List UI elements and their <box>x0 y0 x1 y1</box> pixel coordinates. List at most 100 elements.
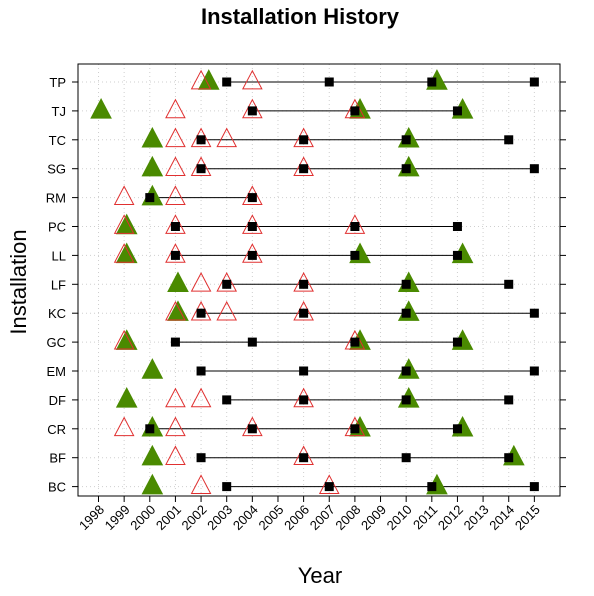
open-triangle-marker <box>318 474 340 494</box>
x-tick-label: 2006 <box>281 502 312 533</box>
open-triangle-marker <box>242 69 263 90</box>
open-triangle-marker <box>165 416 186 437</box>
square-marker <box>427 77 437 87</box>
open-triangle-marker <box>242 416 263 437</box>
square-marker <box>401 135 411 145</box>
square-marker <box>299 279 309 289</box>
square-marker <box>299 366 309 376</box>
open-triangle-marker <box>165 300 186 321</box>
square-marker <box>222 395 232 405</box>
open-triangle-marker <box>190 387 212 408</box>
open-triangle-marker <box>113 329 135 350</box>
x-tick-label: 2010 <box>384 502 415 533</box>
x-tick-label: 2000 <box>127 502 158 533</box>
square-marker <box>170 250 180 260</box>
open-triangle-marker <box>293 156 314 177</box>
y-tick-label: DF <box>49 393 66 408</box>
open-triangle-marker <box>293 300 314 321</box>
open-triangle-marker <box>165 445 186 466</box>
square-marker <box>401 308 411 318</box>
y-tick-label: BC <box>48 480 66 495</box>
x-tick-label: 2005 <box>255 502 286 533</box>
square-marker <box>529 482 539 492</box>
open-triangle-marker <box>293 272 314 292</box>
square-marker <box>299 453 309 463</box>
filled-triangle-marker <box>141 444 164 466</box>
square-marker <box>504 135 514 145</box>
square-marker <box>504 453 514 463</box>
filled-triangle-marker <box>141 155 164 177</box>
open-triangle-marker <box>165 387 186 408</box>
square-marker <box>247 250 257 260</box>
square-marker <box>350 337 360 347</box>
open-triangle-marker <box>293 387 314 408</box>
square-marker <box>145 424 155 434</box>
y-tick-label: LF <box>51 277 66 292</box>
square-marker <box>145 193 155 203</box>
square-marker <box>196 366 206 376</box>
x-tick-label: 2014 <box>486 502 517 533</box>
y-tick-label: RM <box>46 191 66 206</box>
square-marker <box>529 164 539 174</box>
square-marker <box>324 482 334 492</box>
x-tick-label: 1999 <box>102 502 133 533</box>
open-triangle-marker <box>113 416 135 437</box>
open-triangle-marker <box>344 98 366 119</box>
square-marker <box>504 279 514 289</box>
open-triangle-marker <box>242 243 263 263</box>
y-tick-label: PC <box>48 220 66 235</box>
square-marker <box>247 424 257 434</box>
open-triangle-marker <box>293 445 314 466</box>
y-tick-label: TP <box>49 75 66 90</box>
square-marker <box>299 164 309 174</box>
y-tick-label: GC <box>47 335 67 350</box>
filled-triangle-marker <box>141 126 164 148</box>
square-marker <box>299 135 309 145</box>
square-marker <box>452 222 462 231</box>
open-triangle-marker <box>190 156 212 177</box>
open-triangle-marker <box>190 474 212 494</box>
open-triangle-marker <box>242 214 263 234</box>
x-tick-label: 2011 <box>410 502 440 532</box>
y-tick-label: EM <box>47 364 67 379</box>
x-tick-label: 1998 <box>76 502 107 533</box>
square-marker <box>324 77 334 87</box>
x-tick-label: 2012 <box>435 502 466 533</box>
square-marker <box>247 337 257 347</box>
square-marker <box>196 453 206 463</box>
square-marker <box>247 193 257 203</box>
square-marker <box>401 453 411 463</box>
square-marker <box>401 164 411 174</box>
filled-triangle-marker <box>167 271 189 293</box>
square-marker <box>401 395 411 405</box>
x-tick-label: 2009 <box>358 502 389 533</box>
chart-title: Installation History <box>201 4 400 29</box>
open-triangle-marker <box>190 127 212 148</box>
square-marker <box>452 424 462 434</box>
y-tick-label: SG <box>47 162 66 177</box>
square-marker <box>452 106 462 116</box>
y-tick-label: TJ <box>52 104 66 119</box>
open-triangle-marker <box>242 185 263 205</box>
x-tick-label: 2008 <box>332 502 363 533</box>
square-marker <box>350 222 360 231</box>
y-tick-label: BF <box>49 451 66 466</box>
square-marker <box>350 424 360 434</box>
open-triangle-marker <box>190 300 212 321</box>
square-marker <box>529 366 539 376</box>
open-triangle-marker <box>242 98 263 119</box>
open-triangle-marker <box>190 272 212 292</box>
open-triangle-marker <box>344 214 366 234</box>
x-tick-label: 2003 <box>204 502 235 533</box>
y-axis-label: Installation <box>6 229 31 334</box>
square-marker <box>170 337 180 347</box>
square-marker <box>299 308 309 318</box>
square-marker <box>196 308 206 318</box>
square-marker <box>529 308 539 318</box>
open-triangle-marker <box>165 243 186 263</box>
square-marker <box>401 366 411 376</box>
open-triangle-marker <box>113 214 135 234</box>
open-triangle-marker <box>165 185 186 205</box>
square-marker <box>222 279 232 289</box>
open-triangle-marker <box>344 416 366 437</box>
